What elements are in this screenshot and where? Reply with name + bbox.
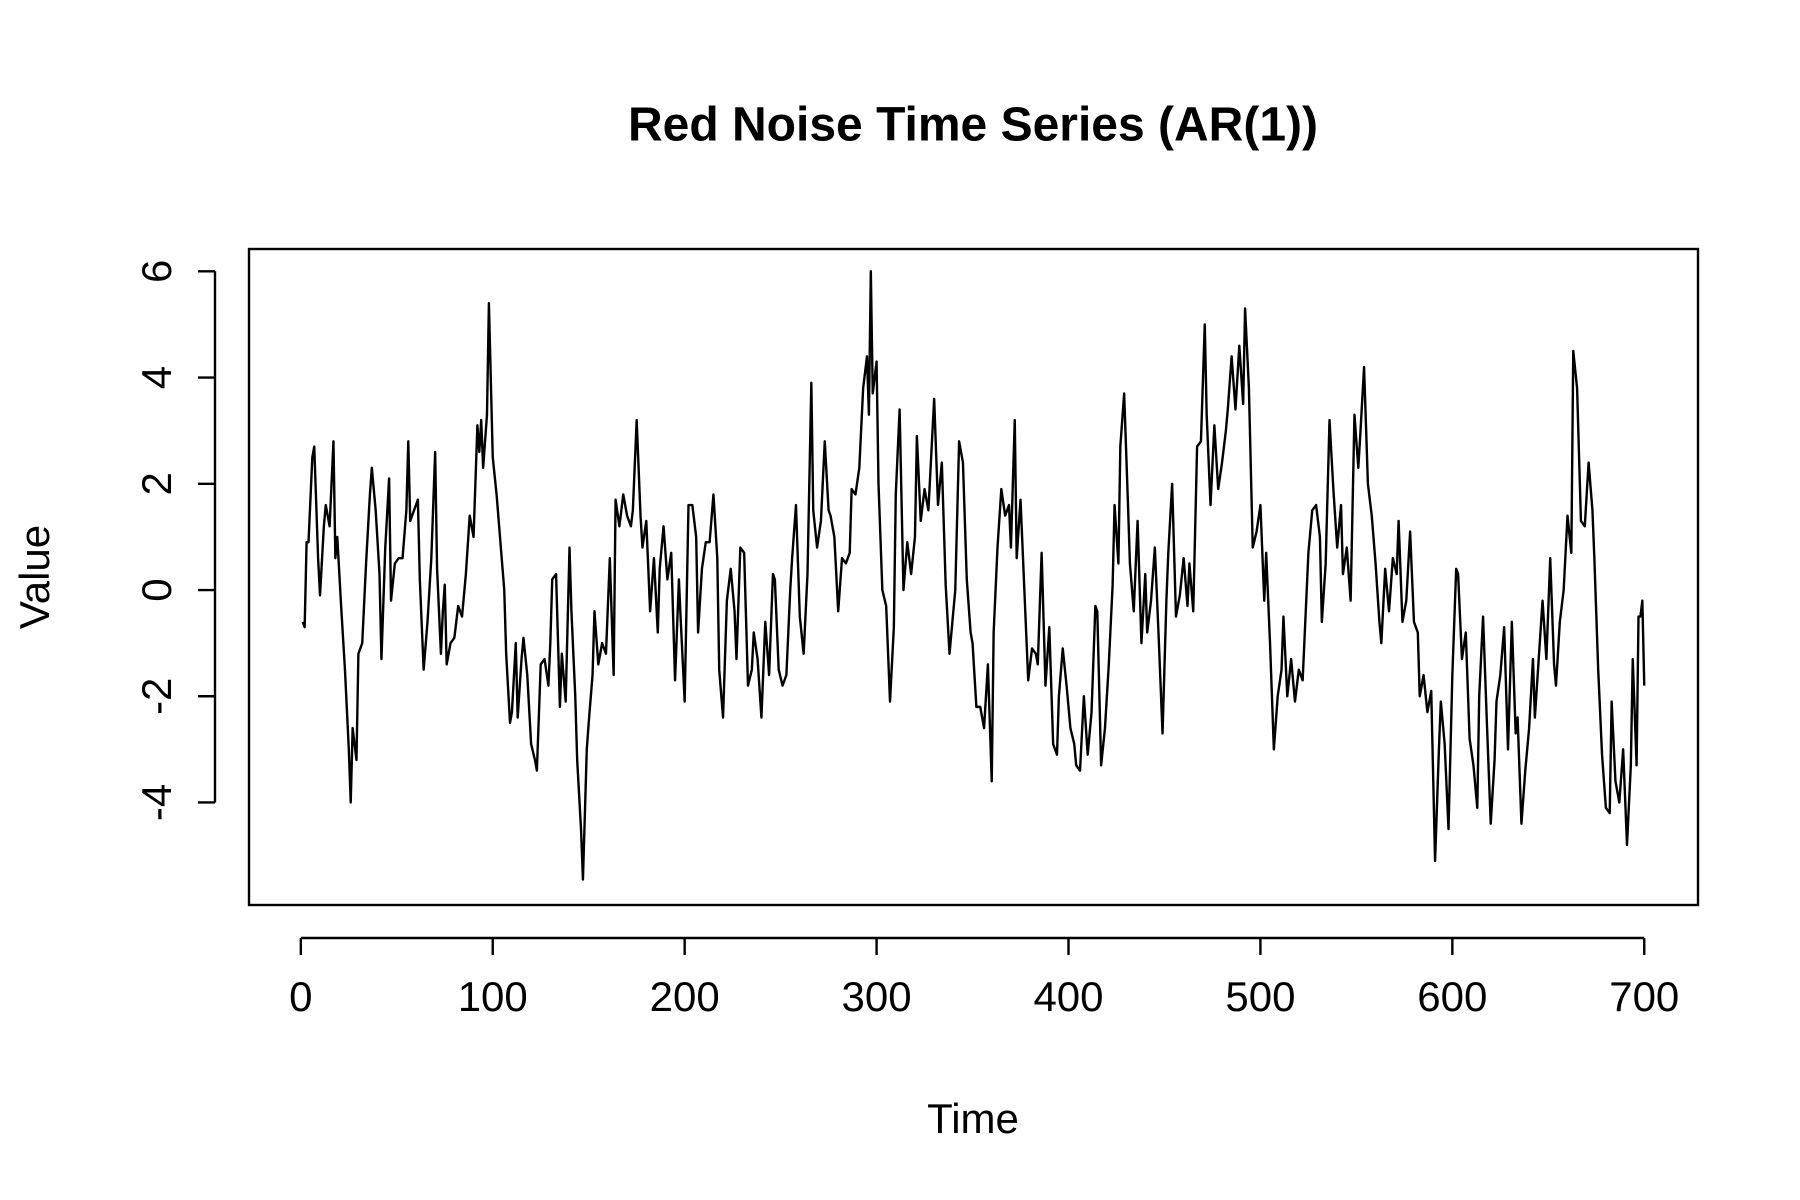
x-tick-label: 200 [650, 973, 720, 1020]
x-tick-label: 600 [1417, 973, 1487, 1020]
y-tick-label: -4 [133, 784, 180, 821]
data-line [301, 270, 1646, 881]
y-tick-label: 6 [133, 260, 180, 283]
y-tick-label: -2 [133, 678, 180, 715]
x-tick-label: 700 [1609, 973, 1679, 1020]
y-tick-label: 0 [133, 578, 180, 601]
x-axis-title: Time [927, 1095, 1019, 1142]
x-tick-label: 300 [842, 973, 912, 1020]
x-tick-label: 100 [458, 973, 528, 1020]
x-tick-label: 400 [1033, 973, 1103, 1020]
y-axis-title: Value [11, 525, 58, 629]
y-tick-label: 2 [133, 472, 180, 495]
x-tick-label: 500 [1225, 973, 1295, 1020]
chart-title: Red Noise Time Series (AR(1)) [628, 99, 1318, 152]
plot-box [247, 247, 1700, 907]
y-tick-label: 4 [133, 366, 180, 389]
x-tick-label: 0 [289, 973, 312, 1020]
